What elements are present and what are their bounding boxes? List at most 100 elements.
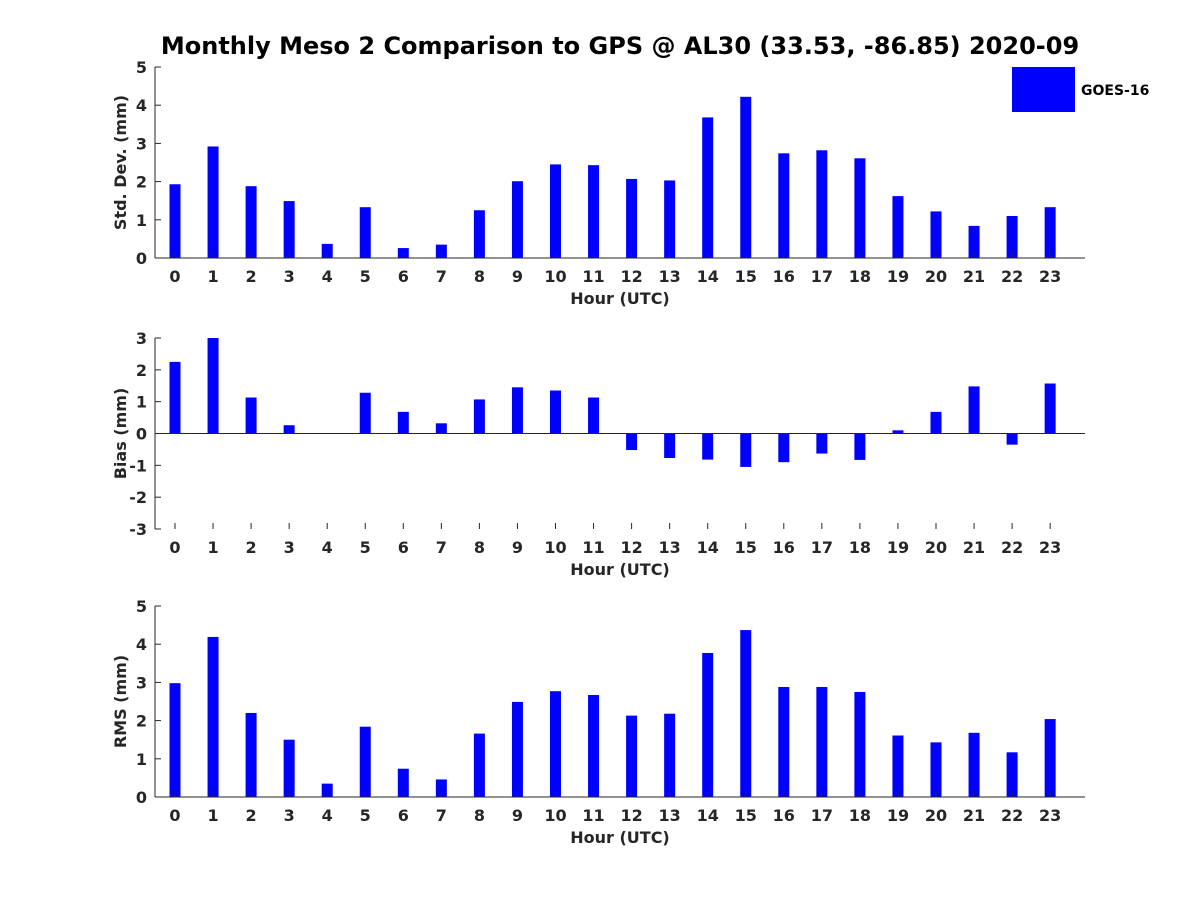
x-tick-label: 22	[1001, 267, 1023, 286]
bar-hour-2	[245, 712, 257, 797]
x-tick-label: 22	[1001, 806, 1023, 825]
bar-hour-10	[550, 390, 561, 434]
y-tick-label: 2	[136, 173, 147, 192]
x-tick-label: 17	[811, 538, 833, 557]
x-tick-label: 1	[207, 538, 218, 557]
x-tick-label: 9	[512, 806, 523, 825]
bar-hour-17	[816, 686, 828, 797]
bar-hour-18	[854, 158, 866, 258]
bar-hour-13	[664, 713, 676, 797]
bar-hour-0	[169, 683, 181, 797]
legend-swatch	[1012, 67, 1075, 112]
x-tick-label: 12	[620, 806, 642, 825]
bar-hour-19	[892, 430, 904, 434]
bar-hour-4	[321, 243, 333, 258]
x-tick-label: 8	[474, 267, 485, 286]
bar-hour-4	[321, 783, 333, 797]
x-tick-label: 8	[474, 806, 485, 825]
x-tick-label: 11	[582, 806, 604, 825]
x-tick-label: 9	[512, 267, 523, 286]
x-tick-label: 20	[925, 538, 947, 557]
x-tick-label: 15	[735, 806, 757, 825]
x-tick-label: 13	[659, 267, 681, 286]
x-tick-label: 22	[1001, 538, 1023, 557]
x-tick-label: 19	[887, 806, 909, 825]
x-tick-label: 16	[773, 267, 795, 286]
y-tick-label: 3	[136, 134, 147, 153]
bar-hour-0	[169, 361, 181, 434]
x-tick-label: 4	[322, 267, 333, 286]
y-tick-label: 0	[136, 788, 147, 807]
x-tick-label: 18	[849, 267, 871, 286]
bar-hour-12	[626, 715, 638, 797]
bar-hour-16	[778, 153, 790, 258]
x-tick-label: 14	[697, 267, 719, 286]
x-tick-label: 5	[360, 267, 371, 286]
x-tick-label: 10	[544, 806, 566, 825]
bar-hour-3	[283, 425, 295, 434]
bar-hour-19	[892, 196, 904, 258]
bar-hour-9	[511, 701, 523, 797]
x-tick-label: 12	[620, 538, 642, 557]
bar-hour-11	[588, 695, 600, 797]
bar-hour-9	[511, 387, 523, 434]
bar-hour-17	[816, 433, 828, 454]
bar-hour-23	[1044, 207, 1056, 258]
y-tick-label: 3	[136, 329, 147, 348]
y-axis-label: Std. Dev. (mm)	[111, 95, 130, 230]
x-tick-label: 0	[169, 538, 180, 557]
bar-hour-14	[702, 117, 714, 258]
bar-hour-1	[207, 636, 219, 797]
x-tick-label: 20	[925, 806, 947, 825]
bar-hour-12	[626, 433, 638, 451]
x-tick-label: 8	[474, 538, 485, 557]
x-tick-label: 10	[544, 267, 566, 286]
bar-hour-5	[359, 207, 371, 258]
bar-hour-21	[968, 732, 980, 797]
bar-hour-9	[511, 181, 523, 258]
y-tick-label: -2	[129, 488, 147, 507]
y-tick-label: -3	[129, 520, 147, 539]
x-axis-label: Hour (UTC)	[570, 828, 670, 847]
bar-hour-15	[740, 433, 752, 467]
x-tick-label: 13	[659, 538, 681, 557]
x-tick-label: 7	[436, 806, 447, 825]
y-tick-label: 0	[136, 425, 147, 444]
y-tick-label: 3	[136, 673, 147, 692]
x-tick-label: 3	[284, 806, 295, 825]
x-tick-label: 12	[620, 267, 642, 286]
x-tick-label: 6	[398, 267, 409, 286]
bar-hour-1	[207, 146, 219, 258]
bar-hour-20	[930, 742, 942, 797]
x-tick-label: 5	[360, 538, 371, 557]
x-tick-label: 7	[436, 538, 447, 557]
bar-hour-6	[397, 768, 409, 797]
x-tick-label: 19	[887, 538, 909, 557]
y-tick-label: 0	[136, 249, 147, 268]
x-tick-label: 2	[246, 806, 257, 825]
y-tick-label: 4	[136, 635, 147, 654]
x-tick-label: 16	[773, 538, 795, 557]
x-tick-label: 23	[1039, 806, 1061, 825]
x-tick-label: 1	[207, 806, 218, 825]
x-tick-label: 2	[246, 267, 257, 286]
x-tick-label: 14	[697, 806, 719, 825]
x-tick-label: 23	[1039, 267, 1061, 286]
bar-hour-7	[435, 779, 447, 797]
x-tick-label: 21	[963, 806, 985, 825]
x-tick-label: 0	[169, 267, 180, 286]
bar-hour-8	[473, 733, 485, 797]
bar-hour-5	[359, 392, 371, 434]
x-tick-label: 4	[322, 538, 333, 557]
x-tick-label: 19	[887, 267, 909, 286]
bar-hour-10	[550, 691, 561, 797]
legend: GOES-16	[1012, 67, 1149, 112]
bar-hour-23	[1044, 719, 1056, 797]
bar-hour-13	[664, 433, 676, 459]
bar-hour-0	[169, 184, 181, 258]
bar-hour-16	[778, 686, 790, 797]
y-axis-label: RMS (mm)	[111, 655, 130, 748]
